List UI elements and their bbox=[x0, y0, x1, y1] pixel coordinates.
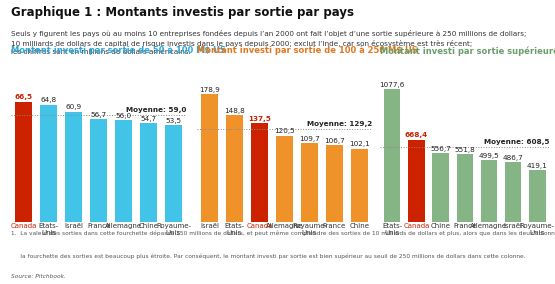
Text: Moyenne: 608,5: Moyenne: 608,5 bbox=[484, 139, 549, 145]
Bar bbox=[505, 162, 521, 222]
Text: 106,7: 106,7 bbox=[324, 138, 345, 144]
Text: 53,5: 53,5 bbox=[165, 118, 181, 124]
Text: 60,9: 60,9 bbox=[65, 105, 82, 110]
Bar bbox=[140, 123, 157, 222]
Bar bbox=[481, 160, 497, 222]
Text: 56,0: 56,0 bbox=[115, 113, 132, 119]
Bar bbox=[384, 89, 401, 222]
Bar bbox=[301, 143, 318, 222]
Text: 499,5: 499,5 bbox=[478, 153, 500, 159]
Bar bbox=[529, 170, 546, 222]
Text: 66,5: 66,5 bbox=[14, 94, 33, 100]
Text: 148,8: 148,8 bbox=[224, 108, 245, 114]
Text: la fourchette des sorties est beaucoup plus étroite. Par conséquent, le montant : la fourchette des sorties est beaucoup p… bbox=[11, 253, 526, 258]
Text: 668,4: 668,4 bbox=[405, 132, 428, 138]
Text: Graphique 1 : Montants investis par sortie par pays: Graphique 1 : Montants investis par sort… bbox=[11, 6, 354, 19]
Bar bbox=[251, 124, 268, 222]
Text: 102,1: 102,1 bbox=[349, 141, 370, 147]
Text: 64,8: 64,8 bbox=[41, 97, 57, 103]
Bar bbox=[201, 94, 218, 222]
Bar bbox=[432, 153, 449, 222]
Text: 419,1: 419,1 bbox=[527, 163, 548, 169]
Bar bbox=[226, 115, 243, 222]
Text: Seuls y figurent les pays où au moins 10 entreprises fondées depuis l’an 2000 on: Seuls y figurent les pays où au moins 10… bbox=[11, 30, 527, 55]
Bar bbox=[351, 149, 368, 222]
Text: 137,5: 137,5 bbox=[248, 116, 271, 122]
Bar bbox=[326, 145, 343, 222]
Text: Montant investi par sortie de 50 à 100 M$ US: Montant investi par sortie de 50 à 100 M… bbox=[11, 47, 226, 55]
Text: 54,7: 54,7 bbox=[140, 116, 157, 122]
Bar bbox=[90, 119, 107, 222]
Bar bbox=[115, 120, 132, 222]
Text: Montant investi par sortie supérieure à 250 M$ US¹: Montant investi par sortie supérieure à … bbox=[380, 46, 555, 56]
Bar bbox=[276, 135, 293, 222]
Bar bbox=[165, 125, 182, 222]
Bar bbox=[408, 139, 425, 222]
Text: 109,7: 109,7 bbox=[299, 136, 320, 142]
Text: 556,7: 556,7 bbox=[430, 146, 451, 152]
Bar bbox=[15, 102, 32, 222]
Text: 178,9: 178,9 bbox=[199, 87, 220, 93]
Text: 486,7: 486,7 bbox=[503, 154, 523, 160]
Text: 120,5: 120,5 bbox=[274, 128, 295, 134]
Text: Source: Pitchbook.: Source: Pitchbook. bbox=[11, 273, 66, 279]
Text: Montant investi par sortie de 100 à 250 M$ US: Montant investi par sortie de 100 à 250 … bbox=[197, 47, 418, 55]
Bar bbox=[457, 154, 473, 222]
Text: 1077,6: 1077,6 bbox=[380, 82, 405, 88]
Text: 1.  La valeur des sorties dans cette fourchette dépasse 250 millions de dollars,: 1. La valeur des sorties dans cette four… bbox=[11, 230, 555, 235]
Text: Moyenne: 59,0: Moyenne: 59,0 bbox=[125, 107, 186, 113]
Text: Moyenne: 129,2: Moyenne: 129,2 bbox=[306, 121, 372, 127]
Bar bbox=[65, 112, 82, 222]
Bar bbox=[40, 105, 57, 222]
Text: 56,7: 56,7 bbox=[90, 112, 107, 118]
Text: 551,8: 551,8 bbox=[455, 147, 475, 153]
